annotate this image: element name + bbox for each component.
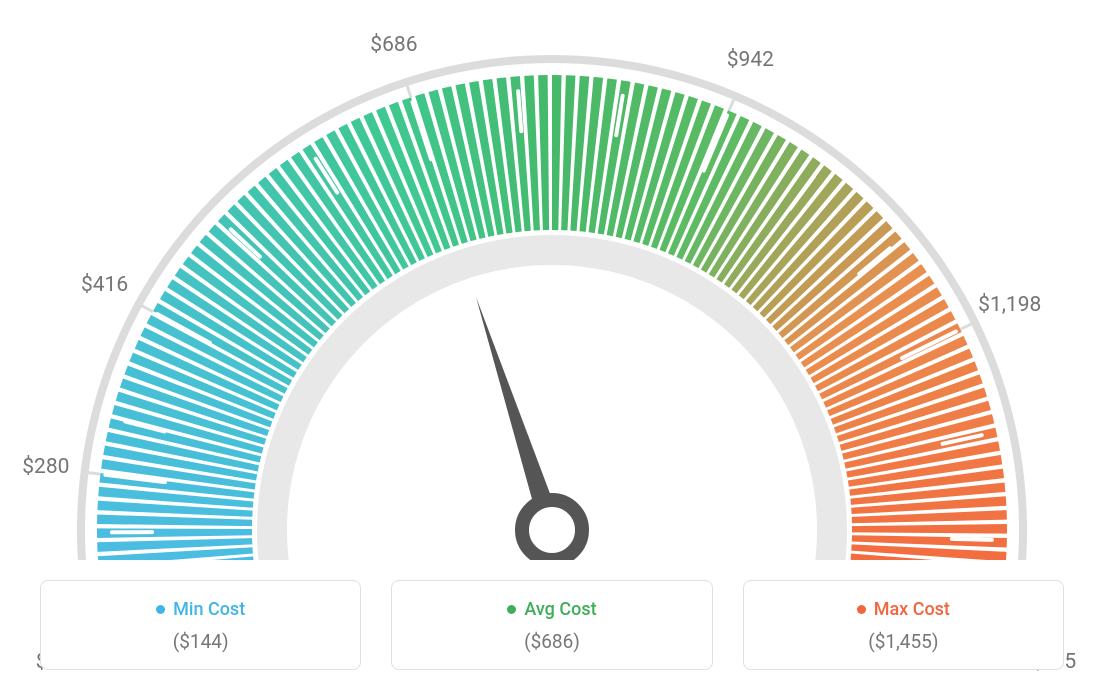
legend-label: Avg Cost xyxy=(524,599,596,620)
legend-dot-icon xyxy=(507,605,516,614)
legend-title: Min Cost xyxy=(156,599,245,620)
legend-card-min-cost: Min Cost ($144) xyxy=(40,580,361,670)
legend-value: ($144) xyxy=(51,630,350,653)
legend-dot-icon xyxy=(156,605,165,614)
legend-title: Avg Cost xyxy=(507,599,596,620)
gauge-scale-label: $416 xyxy=(81,273,128,297)
gauge-scale-label: $686 xyxy=(370,33,417,57)
gauge-chart: $144$280$416$686$942$1,198$1,455 xyxy=(0,0,1104,560)
legend-title: Max Cost xyxy=(857,599,950,620)
gauge-scale-label: $1,198 xyxy=(978,293,1041,317)
legend-value: ($1,455) xyxy=(754,630,1053,653)
legend-value: ($686) xyxy=(402,630,701,653)
legend-card-avg-cost: Avg Cost ($686) xyxy=(391,580,712,670)
legend-card-max-cost: Max Cost ($1,455) xyxy=(743,580,1064,670)
legend-row: Min Cost ($144) Avg Cost ($686) Max Cost ($1,… xyxy=(0,580,1104,670)
legend-dot-icon xyxy=(857,605,866,614)
legend-label: Min Cost xyxy=(173,599,245,620)
gauge-scale-label: $280 xyxy=(22,455,69,479)
legend-label: Max Cost xyxy=(874,599,950,620)
gauge-minor-tick xyxy=(952,539,992,540)
gauge-scale-label: $942 xyxy=(727,48,774,72)
cost-gauge-container: $144$280$416$686$942$1,198$1,455 Min Cos… xyxy=(0,0,1104,690)
gauge-colored-arc xyxy=(97,75,1007,560)
gauge-needle-hub xyxy=(522,500,582,560)
